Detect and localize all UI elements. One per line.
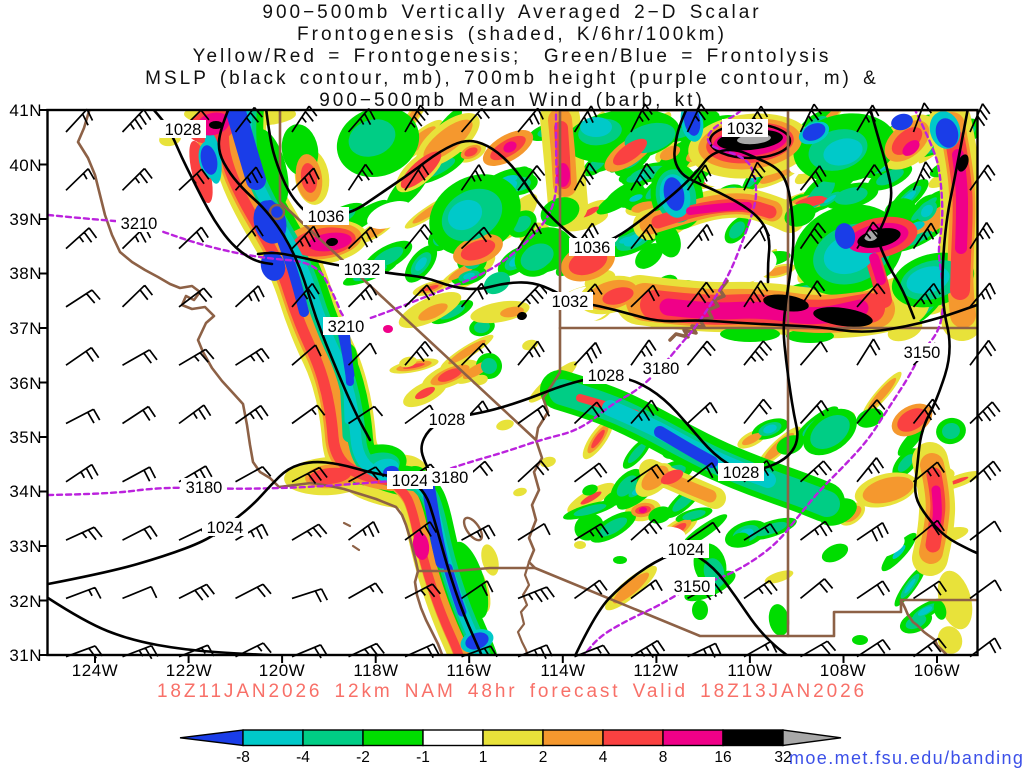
svg-text:1: 1: [479, 749, 488, 766]
svg-text:-8: -8: [236, 749, 250, 766]
svg-text:1024: 1024: [207, 519, 244, 537]
svg-text:-2: -2: [356, 749, 370, 766]
svg-text:1028: 1028: [723, 464, 760, 482]
svg-text:1024: 1024: [392, 472, 429, 490]
svg-text:1036: 1036: [308, 208, 345, 226]
svg-text:3150: 3150: [674, 578, 711, 596]
svg-text:1032: 1032: [727, 120, 764, 138]
svg-text:1032: 1032: [344, 261, 381, 279]
svg-text:1024: 1024: [668, 541, 705, 559]
svg-text:1032: 1032: [552, 293, 589, 311]
svg-text:2: 2: [539, 749, 548, 766]
svg-text:3210: 3210: [121, 215, 158, 233]
svg-text:4: 4: [599, 749, 608, 766]
svg-text:1028: 1028: [588, 367, 625, 385]
svg-text:3180: 3180: [643, 360, 680, 378]
svg-text:1036: 1036: [574, 239, 611, 257]
svg-text:32: 32: [774, 749, 791, 766]
svg-text:-1: -1: [416, 749, 430, 766]
svg-text:16: 16: [714, 749, 731, 766]
svg-text:1028: 1028: [429, 411, 466, 429]
svg-text:3150: 3150: [904, 344, 941, 362]
svg-text:8: 8: [659, 749, 668, 766]
svg-text:3180: 3180: [432, 469, 469, 487]
svg-text:1028: 1028: [165, 121, 202, 139]
svg-text:3180: 3180: [186, 479, 223, 497]
svg-text:3210: 3210: [328, 318, 365, 336]
svg-text:-4: -4: [296, 749, 310, 766]
